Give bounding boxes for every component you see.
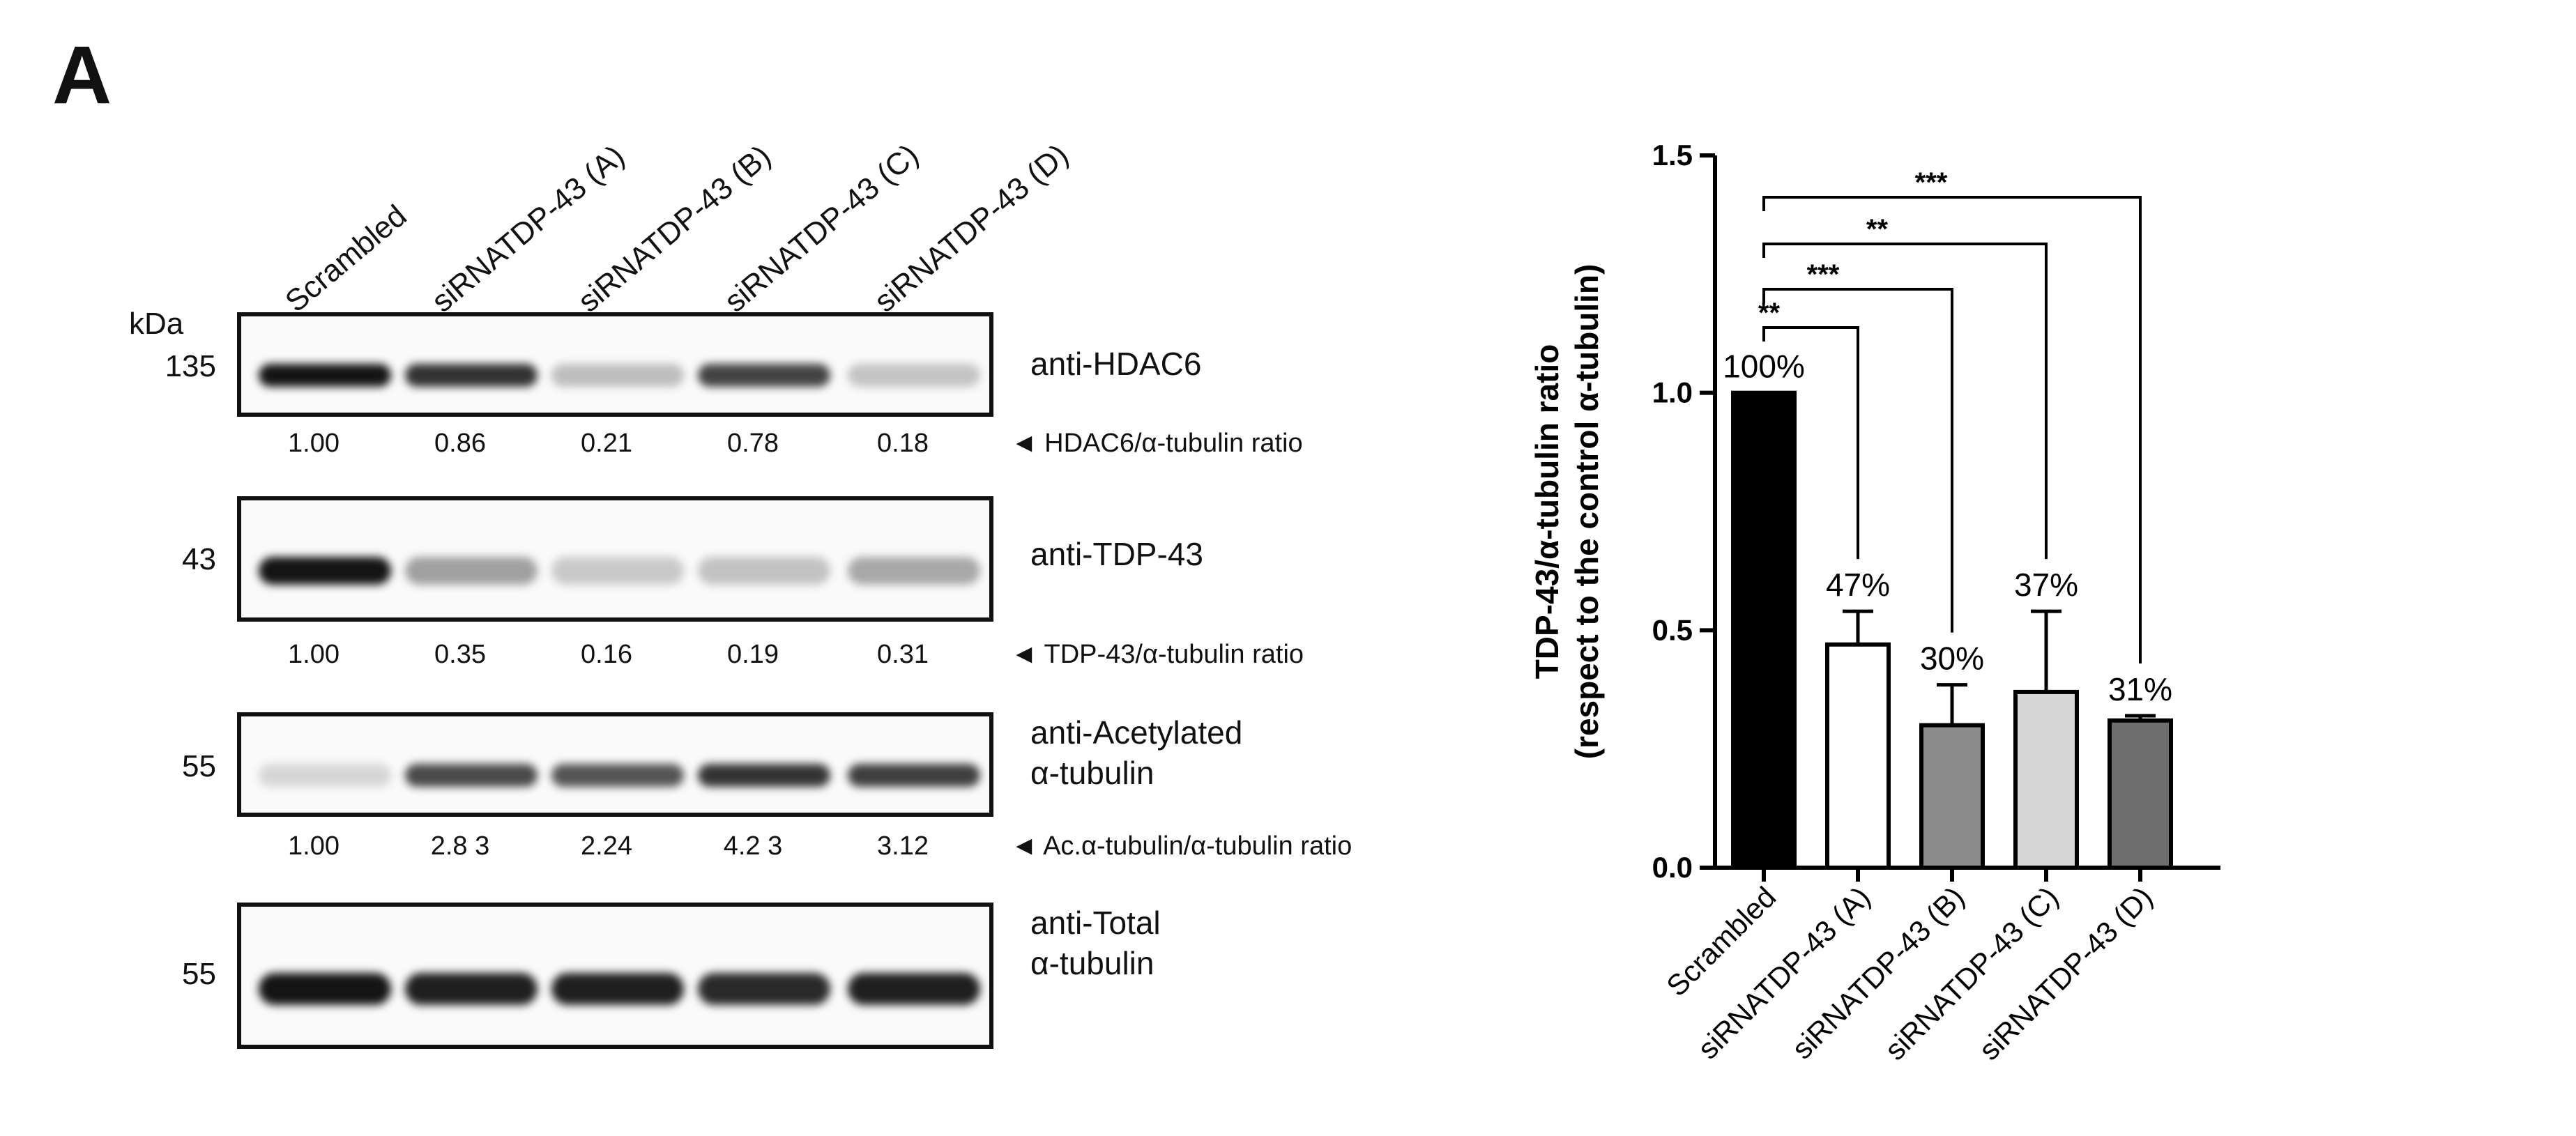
band bbox=[405, 972, 538, 1005]
significance-bracket bbox=[1762, 243, 2048, 560]
molecular-weight-label: 55 bbox=[182, 749, 216, 783]
band bbox=[405, 557, 538, 585]
antibody-label: anti-TDP-43 bbox=[1030, 536, 1203, 572]
bar bbox=[1919, 723, 1985, 870]
significance-label: *** bbox=[1915, 167, 1948, 198]
x-tick-label: siRNATDP-43 (A) bbox=[1691, 880, 1876, 1065]
band bbox=[848, 557, 980, 585]
molecular-weight-label: 43 bbox=[182, 542, 216, 576]
ratio-label: ◄ TDP-43/α-tubulin ratio bbox=[1011, 640, 1304, 669]
ratio-label: ◄ HDAC6/α-tubulin ratio bbox=[1011, 429, 1303, 458]
kda-label: kDa bbox=[129, 307, 184, 341]
band bbox=[698, 972, 830, 1005]
significance-label: ** bbox=[1758, 298, 1781, 328]
bar bbox=[2108, 718, 2173, 870]
bar-data-label: 37% bbox=[2014, 567, 2078, 603]
band bbox=[551, 972, 684, 1005]
molecular-weight-label: 55 bbox=[182, 957, 216, 992]
ratio-value: 0.21 bbox=[581, 429, 632, 458]
band bbox=[405, 363, 538, 387]
y-axis-label: TDP-43/α-tubulin ratio bbox=[1529, 344, 1565, 680]
ratio-value: 0.86 bbox=[434, 429, 486, 458]
blot-3 bbox=[237, 712, 993, 817]
bar-data-label: 30% bbox=[1920, 640, 1984, 677]
band bbox=[259, 763, 391, 787]
ratio-label: ◄ Ac.α-tubulin/α-tubulin ratio bbox=[1011, 831, 1352, 861]
band bbox=[848, 363, 980, 387]
band bbox=[259, 557, 391, 585]
band bbox=[551, 557, 684, 585]
ratio-value: 3.12 bbox=[877, 831, 929, 861]
band bbox=[848, 972, 980, 1005]
x-tick-label: siRNATDP-43 (D) bbox=[1972, 880, 2158, 1066]
significance-label: *** bbox=[1807, 259, 1840, 290]
blot-1 bbox=[237, 312, 993, 417]
panel-letter: A bbox=[52, 29, 112, 121]
bar bbox=[2013, 689, 2079, 870]
ratio-value: 4.2 3 bbox=[723, 831, 783, 861]
ratio-value: 0.18 bbox=[877, 429, 929, 458]
band bbox=[259, 972, 391, 1005]
y-axis-label: (respect to the control α-tubulin) bbox=[1569, 264, 1605, 760]
band bbox=[551, 363, 684, 387]
ratio-value: 2.8 3 bbox=[430, 831, 490, 861]
y-tick-label: 1.0 bbox=[1652, 376, 1693, 409]
band bbox=[259, 363, 391, 387]
y-tick-label: 1.5 bbox=[1652, 139, 1693, 171]
antibody-label: anti-Acetylated α-tubulin bbox=[1030, 714, 1243, 791]
x-tick-label: siRNATDP-43 (C) bbox=[1878, 880, 2064, 1066]
ratio-value: 0.35 bbox=[434, 640, 486, 669]
significance-bracket bbox=[1762, 326, 1859, 560]
significance-label: ** bbox=[1866, 214, 1889, 245]
ratio-value: 1.00 bbox=[288, 831, 340, 861]
ratio-value: 0.16 bbox=[581, 640, 632, 669]
band bbox=[405, 763, 538, 787]
ratio-value: 1.00 bbox=[288, 429, 340, 458]
molecular-weight-label: 135 bbox=[165, 349, 216, 383]
band bbox=[848, 763, 980, 787]
x-tick-label: siRNATDP-43 (B) bbox=[1785, 880, 1970, 1065]
ratio-value: 0.31 bbox=[877, 640, 929, 669]
bar bbox=[1731, 390, 1797, 870]
ratio-value: 0.78 bbox=[727, 429, 779, 458]
ratio-value: 0.19 bbox=[727, 640, 779, 669]
y-tick-label: 0.0 bbox=[1652, 851, 1693, 884]
band bbox=[698, 557, 830, 585]
bar-data-label: 100% bbox=[1723, 348, 1805, 385]
bar bbox=[1825, 642, 1891, 870]
band bbox=[551, 763, 684, 787]
blot-2 bbox=[237, 496, 993, 622]
ratio-value: 1.00 bbox=[288, 640, 340, 669]
significance-bracket bbox=[1762, 288, 1953, 633]
bar-data-label: 31% bbox=[2108, 671, 2172, 707]
ratio-value: 2.24 bbox=[581, 831, 632, 861]
antibody-label: anti-Total α-tubulin bbox=[1030, 905, 1161, 981]
antibody-label: anti-HDAC6 bbox=[1030, 346, 1202, 382]
y-tick-label: 0.5 bbox=[1652, 613, 1693, 646]
band bbox=[698, 363, 830, 387]
blot-4 bbox=[237, 903, 993, 1049]
band bbox=[698, 763, 830, 787]
significance-bracket bbox=[1762, 196, 2142, 663]
bar-data-label: 47% bbox=[1826, 567, 1890, 603]
